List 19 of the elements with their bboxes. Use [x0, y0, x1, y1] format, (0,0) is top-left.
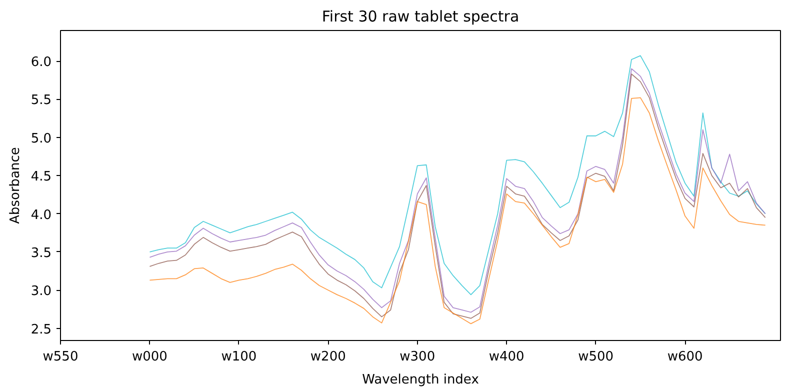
y-tick-label: 4.5 [30, 170, 52, 185]
x-tick-label: w550 [42, 350, 78, 364]
x-axis-title: Wavelength index [362, 372, 480, 388]
x-tick-label: w400 [488, 350, 524, 364]
chart-title: First 30 raw tablet spectra [322, 8, 520, 26]
x-tick-label: w300 [400, 350, 436, 364]
x-tick-label: w200 [310, 350, 346, 364]
y-tick-label: 3.0 [30, 284, 52, 300]
x-tick-label: w600 [667, 350, 703, 364]
x-tick-label: w100 [221, 350, 257, 364]
y-tick-label: 3.5 [30, 246, 52, 261]
y-tick-label: 5.0 [30, 131, 52, 146]
y-tick-label: 2.5 [30, 322, 52, 338]
x-tick-label: w500 [578, 350, 614, 364]
y-axis-title: Absorbance [8, 147, 23, 224]
x-tick-label: w000 [132, 350, 168, 364]
y-tick-label: 5.5 [30, 93, 52, 108]
y-tick-label: 6.0 [30, 55, 52, 70]
y-tick-label: 4.0 [30, 208, 52, 223]
